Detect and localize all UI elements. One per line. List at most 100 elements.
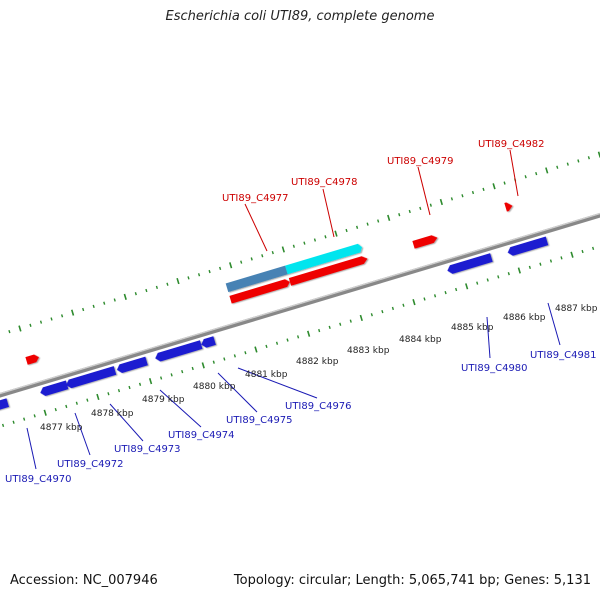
- inner-tick-mark: [465, 283, 469, 290]
- inner-tick-mark: [1, 423, 5, 428]
- outer-tick-mark: [82, 307, 85, 312]
- outer-tick-mark: [271, 250, 274, 255]
- inner-tick-mark: [201, 362, 205, 369]
- outer-tick-mark: [387, 214, 391, 221]
- outer-tick-mark: [60, 314, 64, 318]
- scale-label: 4884 kbp: [399, 335, 442, 345]
- gene-highlight-dark: [225, 265, 288, 293]
- inner-tick-mark: [486, 278, 489, 282]
- inner-tick-mark: [455, 287, 458, 292]
- gene-label-reverse: UTI89_C4980: [461, 363, 528, 374]
- outer-tick-mark: [29, 323, 32, 327]
- gene-reverse-c4974: [116, 356, 148, 374]
- inner-tick-mark: [423, 297, 426, 301]
- scale-label: 4882 kbp: [296, 357, 339, 367]
- outer-tick-mark: [503, 181, 506, 185]
- outer-tick-mark: [229, 262, 233, 269]
- scale-label: 4881 kbp: [245, 370, 288, 380]
- genome-backbone: [0, 182, 600, 429]
- outer-tick-mark: [461, 194, 464, 198]
- map-title: Escherichia coli UTI89, complete genome: [165, 9, 435, 24]
- outer-tick-mark: [113, 298, 116, 302]
- inner-tick-mark: [128, 385, 131, 390]
- outer-tick-mark: [492, 183, 496, 190]
- gene-label-reverse: UTI89_C4970: [5, 474, 72, 485]
- inner-tick-mark: [306, 330, 311, 337]
- inner-tick-mark: [381, 309, 384, 314]
- outer-tick-mark: [524, 175, 527, 179]
- inner-tick-mark: [138, 382, 142, 386]
- inner-tick-mark: [339, 322, 342, 326]
- gene-label-forward: UTI89_C4982: [478, 139, 545, 150]
- outer-tick-mark: [292, 244, 295, 248]
- inner-tick-mark: [117, 388, 121, 393]
- outer-tick-mark: [303, 241, 306, 245]
- inner-tick-mark: [391, 306, 395, 311]
- scale-label: 4878 kbp: [91, 409, 134, 419]
- outer-tick-mark: [345, 228, 348, 233]
- outer-tick-mark: [261, 254, 264, 258]
- gene-label-reverse: UTI89_C4973: [114, 444, 181, 455]
- inner-tick-mark: [86, 398, 89, 402]
- inner-tick-mark: [233, 354, 236, 358]
- accession-text: Accession: NC_007946: [10, 573, 158, 588]
- inner-tick-mark: [191, 366, 194, 371]
- outer-tick-mark: [366, 222, 369, 226]
- outer-tick-mark: [450, 197, 454, 201]
- outer-tick-mark: [166, 282, 169, 286]
- inner-tick-mark: [444, 291, 447, 295]
- outer-tick-mark: [535, 171, 538, 176]
- gene-label-reverse: UTI89_C4972: [57, 459, 124, 470]
- inner-tick-mark: [65, 404, 68, 409]
- inner-tick-mark: [370, 313, 373, 317]
- gene-forward-c4978: [288, 256, 368, 286]
- outer-tick-mark: [39, 320, 43, 324]
- inner-tick-mark: [54, 407, 57, 412]
- outer-tick-mark: [439, 198, 444, 206]
- inner-tick-mark: [296, 335, 300, 339]
- label-leaders: [26, 149, 561, 470]
- inner-tick-mark: [328, 325, 331, 330]
- gene-highlight-light: [285, 243, 363, 275]
- inner-tick-mark: [497, 275, 500, 279]
- gene-reverse-c4980: [447, 253, 493, 274]
- outer-tick-mark: [566, 162, 569, 166]
- gene-forward-c4977: [229, 279, 290, 304]
- scale-label: 4887 kbp: [555, 304, 598, 314]
- outer-tick-mark: [429, 203, 432, 207]
- inner-tick-mark: [412, 299, 416, 306]
- outer-tick-mark: [197, 273, 201, 277]
- inner-tick-mark: [12, 420, 15, 424]
- outer-tick-mark: [103, 301, 106, 305]
- outer-tick-mark: [587, 156, 590, 160]
- outer-tick-mark: [408, 209, 411, 214]
- inner-tick-mark: [244, 351, 247, 355]
- gene-label-reverse: UTI89_C4976: [285, 401, 352, 412]
- genome-backbone-highlight: [0, 182, 600, 426]
- scale-label: 4880 kbp: [193, 382, 236, 392]
- outer-tick-mark: [187, 276, 190, 280]
- inner-tick-mark: [549, 259, 553, 263]
- gene-forward-c4979: [412, 235, 438, 249]
- outer-tick-mark: [145, 288, 148, 293]
- outer-tick-ring: [8, 151, 600, 334]
- outer-tick-mark: [70, 309, 75, 316]
- inner-tick-mark: [591, 246, 595, 251]
- outer-tick-mark: [334, 230, 338, 237]
- gene-reverse-c4976: [155, 340, 203, 362]
- gene-label-forward: UTI89_C4977: [222, 193, 289, 204]
- outer-tick-mark: [419, 206, 422, 210]
- inner-tick-mark: [560, 256, 563, 260]
- inner-tick-mark: [433, 294, 437, 298]
- inner-tick-mark: [517, 267, 521, 274]
- gene-reverse-c4981: [507, 236, 549, 256]
- inner-tick-mark: [507, 272, 510, 276]
- scale-label: 4877 kbp: [40, 423, 83, 433]
- inner-tick-mark: [160, 376, 163, 380]
- inner-tick-mark: [286, 338, 289, 342]
- inner-tick-mark: [148, 378, 153, 385]
- outer-tick-mark: [377, 219, 380, 223]
- outer-tick-mark: [240, 260, 243, 264]
- inner-tick-mark: [212, 360, 215, 364]
